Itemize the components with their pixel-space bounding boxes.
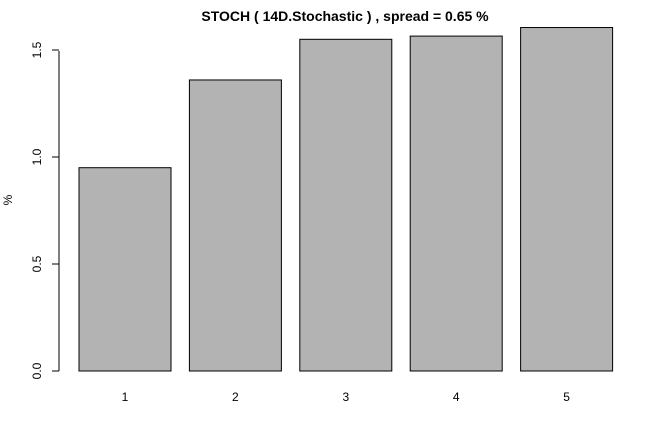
bars-group: [78, 27, 614, 372]
x-tick-label: 3: [342, 390, 349, 404]
bar-3: [299, 38, 393, 372]
y-axis-label: %: [1, 194, 15, 205]
y-tick-label: 0.5: [30, 255, 44, 272]
x-tick-label: 4: [453, 390, 460, 404]
x-axis-labels: 1 2 3 4 5: [122, 390, 571, 404]
y-tick-label: 1.5: [30, 41, 44, 58]
chart-title: STOCH ( 14D.Stochastic ) , spread = 0.65…: [201, 8, 489, 24]
bar-4: [409, 35, 503, 372]
x-tick-label: 1: [122, 390, 129, 404]
y-tick-label: 1.0: [30, 148, 44, 165]
bar-5: [520, 27, 614, 372]
x-tick-label: 5: [563, 390, 570, 404]
bar-1: [78, 167, 172, 372]
bar-2: [188, 79, 282, 372]
x-tick-label: 2: [232, 390, 239, 404]
y-tick-label: 0.0: [30, 362, 44, 379]
y-axis-ticks: 0.0 0.5 1.0 1.5: [30, 41, 59, 379]
